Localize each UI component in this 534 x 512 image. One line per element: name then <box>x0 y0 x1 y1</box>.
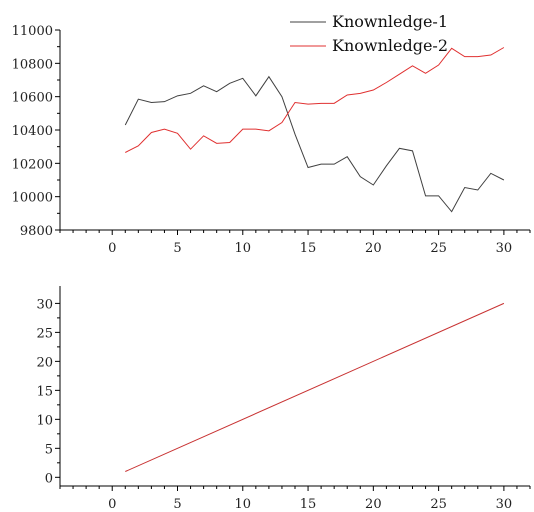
y-tick-label: 15 <box>36 384 53 399</box>
legend-label: Knownledge-1 <box>332 12 448 31</box>
y-tick-label: 20 <box>36 355 53 370</box>
y-tick-label: 10800 <box>12 57 53 72</box>
x-tick-label: 10 <box>235 241 252 256</box>
series-line-1 <box>125 302 505 472</box>
x-tick-label: 25 <box>430 241 447 256</box>
x-tick-label: 20 <box>365 241 382 256</box>
x-tick-label: 30 <box>496 241 513 256</box>
x-tick-label: 5 <box>173 241 181 256</box>
y-tick-label: 10 <box>36 413 53 428</box>
x-tick-label: 30 <box>496 497 513 512</box>
y-tick-label: 10200 <box>12 157 53 172</box>
bottom-chart: 0 5 10 15 20 25 30 0 5 10 15 20 25 30 <box>36 286 531 512</box>
y-tick-label: 9800 <box>20 224 53 239</box>
y-tick-label: 30 <box>36 297 53 312</box>
legend-label: Knownledge-2 <box>332 36 448 55</box>
y-tick-label: 10400 <box>12 124 53 139</box>
series-line-2 <box>125 47 505 153</box>
y-tick-label: 5 <box>45 442 53 457</box>
y-tick-label: 10600 <box>12 91 53 106</box>
y-tick-label: 10000 <box>12 191 53 206</box>
y-tick-label: 25 <box>36 326 53 341</box>
y-tick-label: 11000 <box>12 24 53 39</box>
x-tick-label: 25 <box>430 497 447 512</box>
x-tick-label: 15 <box>300 241 317 256</box>
x-tick-label: 5 <box>173 497 181 512</box>
y-tick-label: 0 <box>45 471 53 486</box>
x-tick-label: 0 <box>108 241 116 256</box>
x-tick-label: 15 <box>300 497 317 512</box>
series-line-1 <box>124 75 505 213</box>
x-tick-label: 20 <box>365 497 382 512</box>
x-tick-label: 0 <box>108 497 116 512</box>
x-tick-label: 10 <box>235 497 252 512</box>
top-chart: 9800 10000 10200 10400 10600 10800 11000 0 5 10 15… <box>12 12 531 256</box>
